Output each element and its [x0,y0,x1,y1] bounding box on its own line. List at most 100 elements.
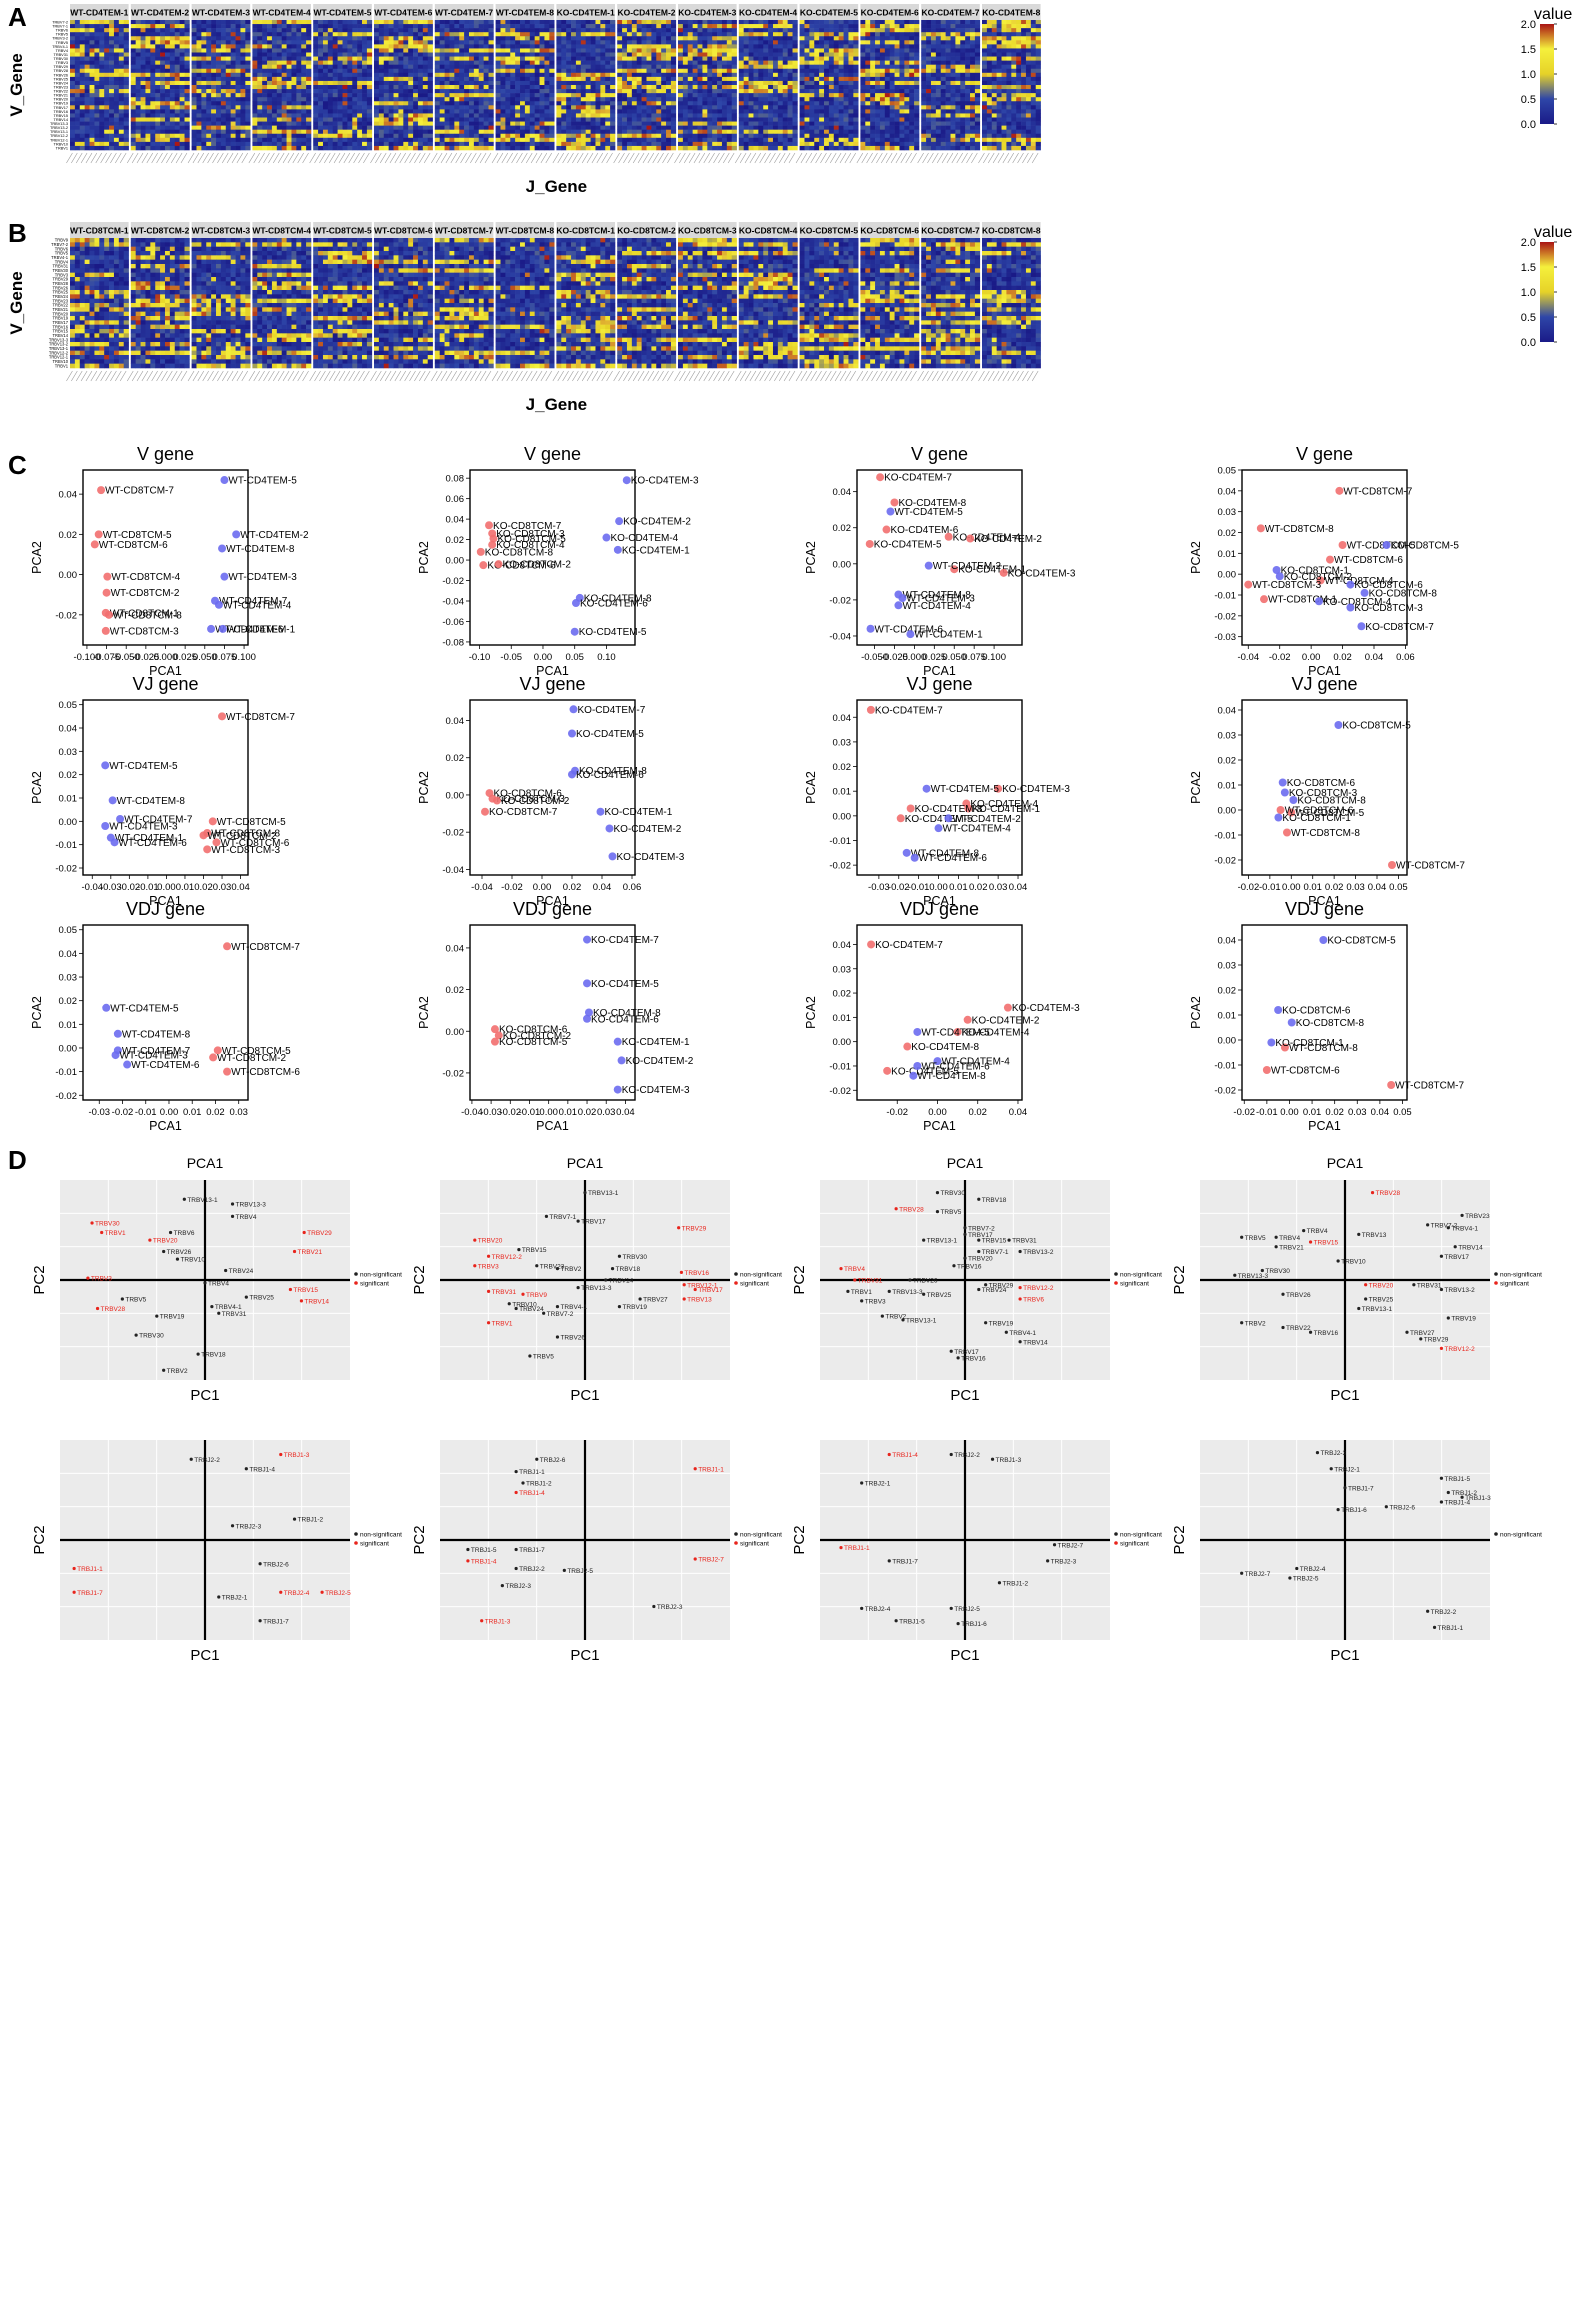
panel-label-a: A [8,2,27,32]
heatmap-cell [398,64,404,70]
heatmap-cell [721,145,728,151]
heatmap-cell [79,24,85,29]
heatmap-cell [322,64,329,70]
heatmap-cell [617,24,623,29]
heatmap-cell [500,64,506,70]
heatmap-cell [631,52,638,57]
heatmap-cell [605,129,611,135]
heatmap-cell [206,121,212,126]
heatmap-cell [561,117,567,122]
heatmap-cell [738,93,744,98]
heatmap-cell [276,125,282,130]
heatmap-cell [439,52,445,57]
heatmap-cell [717,121,723,126]
heatmap-cell [505,125,511,130]
heatmap-cell [605,44,611,49]
heatmap-cell [301,101,307,106]
heatmap-cell [772,93,779,98]
heatmap-cell [245,76,251,82]
heatmap-cell [155,60,161,65]
heatmap-cell [510,101,516,106]
heatmap-cell [449,145,455,151]
heatmap-cell [301,89,307,94]
heatmap-cell [468,141,475,147]
heatmap-cell [500,105,506,110]
heatmap-cell [318,137,324,143]
heatmap-cell [179,85,185,90]
heatmap-cell [763,85,769,90]
heatmap-cell [362,56,368,61]
heatmap-cell [585,80,591,86]
heatmap-cell [772,80,779,86]
heatmap-cell [478,60,484,65]
heatmap-cell [362,121,368,126]
heatmap-cell [539,20,545,25]
heatmap-cell [787,145,793,151]
heatmap-cell [626,24,633,29]
heatmap-cell [164,56,171,61]
heatmap-cell [94,113,100,118]
heatmap-cell [529,85,535,90]
heatmap-cell [717,129,723,135]
heatmap-cell [692,93,698,98]
heatmap-cell [113,85,120,90]
heatmap-cell [626,60,633,65]
heatmap-cell [169,60,176,65]
heatmap-cell [539,76,545,82]
heatmap-cell [697,76,703,82]
heatmap-cell [782,32,788,37]
heatmap-cell [622,105,628,110]
heatmap-cell [641,93,647,98]
heatmap-cell [245,97,251,102]
heatmap-cell [337,20,343,25]
heatmap-cell [164,64,171,70]
heatmap-cell [651,101,657,106]
heatmap-cell [631,121,638,126]
heatmap-cell [313,52,319,57]
heatmap-cell [510,40,516,45]
heatmap-cell [245,28,251,33]
heatmap-cell [731,129,737,135]
heatmap-cell [306,145,312,151]
heatmap-cell [413,72,419,78]
heatmap-cell [702,109,708,114]
heatmap-cell [347,93,353,98]
heatmap-cell [220,137,227,143]
heatmap-cell [374,109,380,114]
heatmap-cell [444,32,450,37]
heatmap-cell [534,20,540,25]
heatmap-cell [449,48,455,53]
heatmap-cell [123,64,129,70]
heatmap-cell [777,32,784,37]
heatmap-cell [738,117,744,122]
heatmap-cell [617,85,623,90]
heatmap-cell [738,60,744,65]
heatmap-cell [357,93,363,98]
heatmap-cell [726,60,733,65]
heatmap-cell [427,137,433,143]
heatmap-cell [692,85,698,90]
heatmap-cell [631,125,638,130]
heatmap-cell [70,32,76,37]
heatmap-cell [398,137,404,143]
heatmap-cell [717,68,723,74]
heatmap-cell [833,36,839,41]
heatmap-cell [123,97,129,102]
heatmap-cell [366,64,373,70]
heatmap-cell [483,105,489,110]
heatmap-cell [605,24,611,29]
heatmap-cell [109,117,115,122]
j-gene-tick [370,152,377,164]
heatmap-cell [276,85,282,90]
heatmap-cell [296,52,302,57]
heatmap-cell [853,44,859,49]
heatmap-cell [79,76,85,82]
heatmap-cell [352,125,358,130]
facet-strip-label: WT-CD4TEM-1 [70,8,128,18]
heatmap-cell [661,44,667,49]
heatmap-cell [388,137,394,143]
heatmap-cell [130,64,136,70]
heatmap-cell [617,20,623,25]
heatmap-cell [697,89,703,94]
heatmap-cell [220,93,227,98]
